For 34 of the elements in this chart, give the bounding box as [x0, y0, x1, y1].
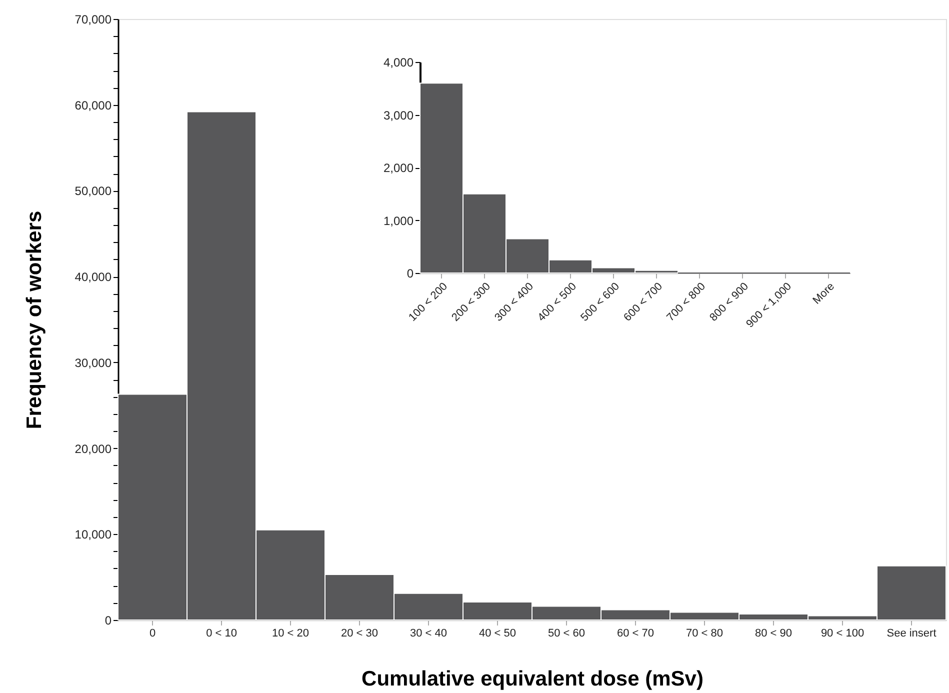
x-tick-label: 10 < 20	[272, 628, 310, 640]
y-tick-label: 70,000	[74, 12, 112, 26]
y-tick-label: 1,000	[383, 214, 414, 228]
y-tick-label: 0	[104, 614, 112, 628]
x-tick-label: 30 < 40	[410, 628, 448, 640]
x-tick-label: See insert	[886, 628, 936, 640]
x-tick-label: 70 < 80	[686, 628, 724, 640]
x-tick-label: 60 < 70	[616, 628, 654, 640]
y-tick-label: 30,000	[74, 356, 112, 370]
y-tick-label: 20,000	[74, 442, 112, 456]
x-tick-label: 100 < 200	[406, 280, 450, 324]
x-tick-label: 0 < 10	[206, 628, 237, 640]
x-tick-label: 600 < 700	[622, 280, 665, 324]
x-axis-title: Cumulative equivalent dose (mSv)	[362, 668, 704, 690]
y-axis-title: Frequency of workers	[22, 210, 46, 430]
x-tick-label: 400 < 500	[536, 280, 579, 324]
x-tick-label: 50 < 60	[548, 628, 586, 640]
y-tick-label: 10,000	[74, 528, 112, 542]
x-tick-label: 80 < 90	[754, 628, 792, 640]
x-tick-label: 40 < 50	[478, 628, 516, 640]
x-tick-label: 500 < 600	[578, 280, 622, 324]
x-tick-label: 700 < 800	[664, 280, 708, 324]
y-tick-label: 3,000	[383, 108, 414, 122]
y-tick-label: 2,000	[383, 161, 414, 175]
y-tick-label: 0	[406, 266, 414, 280]
x-tick-label: 20 < 30	[340, 628, 378, 640]
y-tick-label: 60,000	[74, 98, 112, 112]
y-tick-label: 4,000	[383, 56, 414, 70]
x-tick-label: 300 < 400	[492, 280, 536, 324]
y-tick-label: 40,000	[74, 270, 112, 284]
x-tick-label: 0	[149, 628, 156, 640]
x-tick-label: 90 < 100	[820, 628, 864, 640]
x-tick-label: 200 < 300	[450, 280, 493, 324]
y-tick-label: 50,000	[74, 184, 112, 198]
